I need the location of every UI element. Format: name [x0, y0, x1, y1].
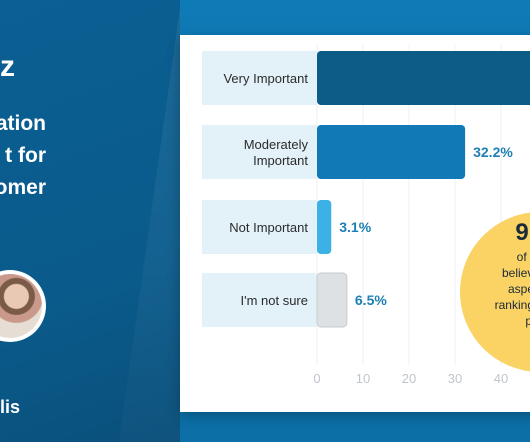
- category-label-box: [202, 273, 317, 327]
- category-label: I'm not sure: [240, 293, 308, 308]
- x-tick-label: 40: [494, 371, 508, 386]
- data-label: 6.5%: [355, 292, 387, 308]
- stat-callout: [460, 212, 530, 372]
- category-label: Important: [253, 153, 308, 168]
- data-label: 3.1%: [339, 219, 371, 235]
- bar-2: [317, 200, 332, 254]
- bar-0: [317, 51, 530, 105]
- stat-callout-line: aspec: [508, 282, 530, 296]
- banner-left-panel: [0, 0, 200, 442]
- x-tick-label: 10: [356, 371, 370, 386]
- stat-callout-line: believe: [502, 266, 530, 280]
- category-label: Moderately: [244, 137, 309, 152]
- headline: ation t for omer: [0, 108, 46, 204]
- chart-card: Very Important Moderately Important 32.2% No…: [180, 35, 530, 412]
- headline-line-3: omer: [0, 176, 46, 199]
- headline-line-1: ation: [0, 112, 46, 135]
- bar-1: [317, 125, 466, 179]
- stat-callout-line: p: [525, 314, 530, 328]
- data-label: 32.2%: [473, 144, 513, 160]
- stat-callout-number: 9: [515, 219, 528, 246]
- author-photo: [0, 274, 42, 338]
- category-label-box: [202, 200, 317, 254]
- headline-line-2: t for: [5, 144, 46, 167]
- x-tick-label: 0: [313, 371, 320, 386]
- bar-3: [316, 272, 348, 328]
- x-tick-label: 20: [402, 371, 416, 386]
- category-label-box: [202, 51, 317, 105]
- category-label-box: [202, 125, 317, 179]
- category-label: Not Important: [229, 220, 308, 235]
- author-name-fragment: lis: [0, 397, 21, 417]
- category-label: Very Important: [223, 71, 308, 86]
- brand-logo-fragment: z: [0, 50, 16, 83]
- x-tick-label: 30: [448, 371, 462, 386]
- stat-callout-line: of m: [517, 250, 530, 264]
- stat-callout-line: rankings: [495, 298, 530, 312]
